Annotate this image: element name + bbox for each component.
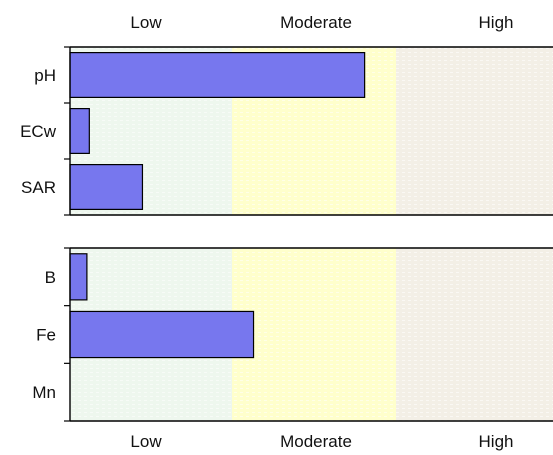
bar-sar — [69, 164, 144, 211]
bar-ecw — [69, 107, 90, 154]
bar-b — [69, 253, 88, 301]
zone-label-high: High — [479, 13, 514, 32]
bar-ph — [69, 51, 366, 98]
zone-label-high: High — [479, 432, 514, 451]
category-label-mn: Mn — [32, 383, 56, 402]
zone-label-moderate: Moderate — [280, 13, 352, 32]
zone-texture-moderate — [232, 248, 396, 421]
category-label-fe: Fe — [36, 326, 56, 345]
zone-texture-high — [396, 47, 553, 215]
category-label-ph: pH — [34, 66, 56, 85]
zone-label-low: Low — [130, 432, 162, 451]
category-label-sar: SAR — [21, 178, 56, 197]
category-label-ecw: ECw — [20, 122, 57, 141]
zone-label-moderate: Moderate — [280, 432, 352, 451]
zone-label-low: Low — [130, 13, 162, 32]
zone-texture-high — [396, 248, 553, 421]
category-label-b: B — [45, 268, 56, 287]
panel-top: Low Moderate High pH ECw SAR — [20, 13, 553, 216]
bar-fe — [69, 310, 255, 359]
panel-bottom: Low Moderate High B Fe Mn — [32, 247, 553, 451]
